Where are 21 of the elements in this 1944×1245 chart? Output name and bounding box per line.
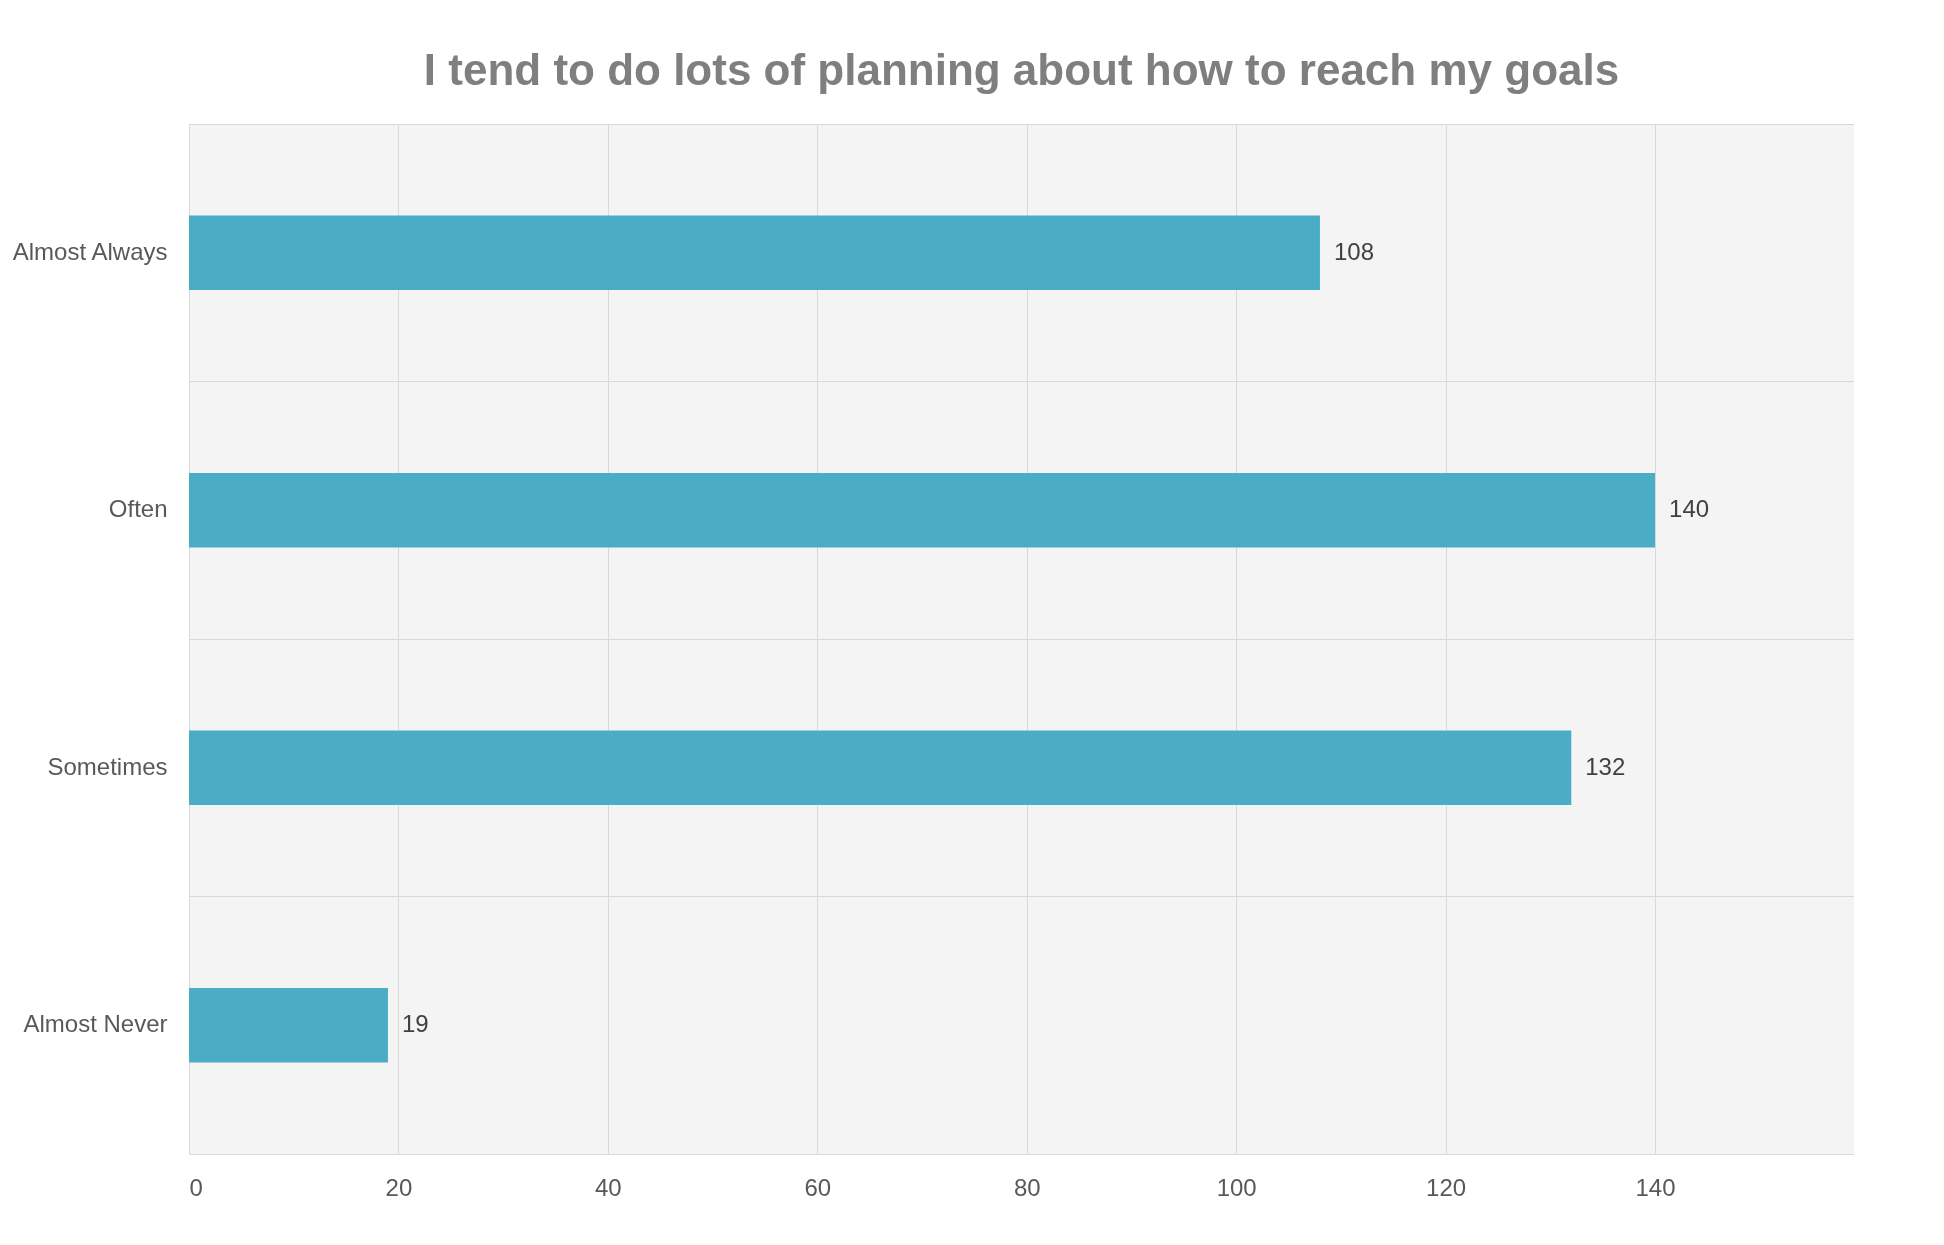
- y-tick-label: Often: [108, 495, 168, 523]
- data-label: 19: [401, 1010, 429, 1038]
- data-label: 132: [1585, 752, 1626, 780]
- data-label: 108: [1333, 237, 1374, 265]
- x-tick-label: 60: [804, 1173, 832, 1201]
- x-tick-label: 20: [385, 1173, 413, 1201]
- bar: [189, 215, 1320, 291]
- bar: [189, 987, 388, 1063]
- bar: [189, 730, 1572, 806]
- bar: [189, 472, 1656, 548]
- data-label: 140: [1669, 495, 1710, 523]
- x-tick-label: 100: [1216, 1173, 1257, 1201]
- y-tick-label: Almost Never: [23, 1010, 168, 1038]
- x-tick-label: 140: [1635, 1173, 1676, 1201]
- chart-title: I tend to do lots of planning about how to reach my goals: [423, 45, 1620, 94]
- x-tick-label: 120: [1426, 1173, 1467, 1201]
- x-tick-label: 80: [1013, 1173, 1041, 1201]
- y-tick-label: Sometimes: [47, 752, 168, 780]
- x-tick-label: 40: [595, 1173, 622, 1201]
- x-tick-label: 0: [189, 1173, 203, 1201]
- y-tick-label: Almost Always: [12, 237, 168, 265]
